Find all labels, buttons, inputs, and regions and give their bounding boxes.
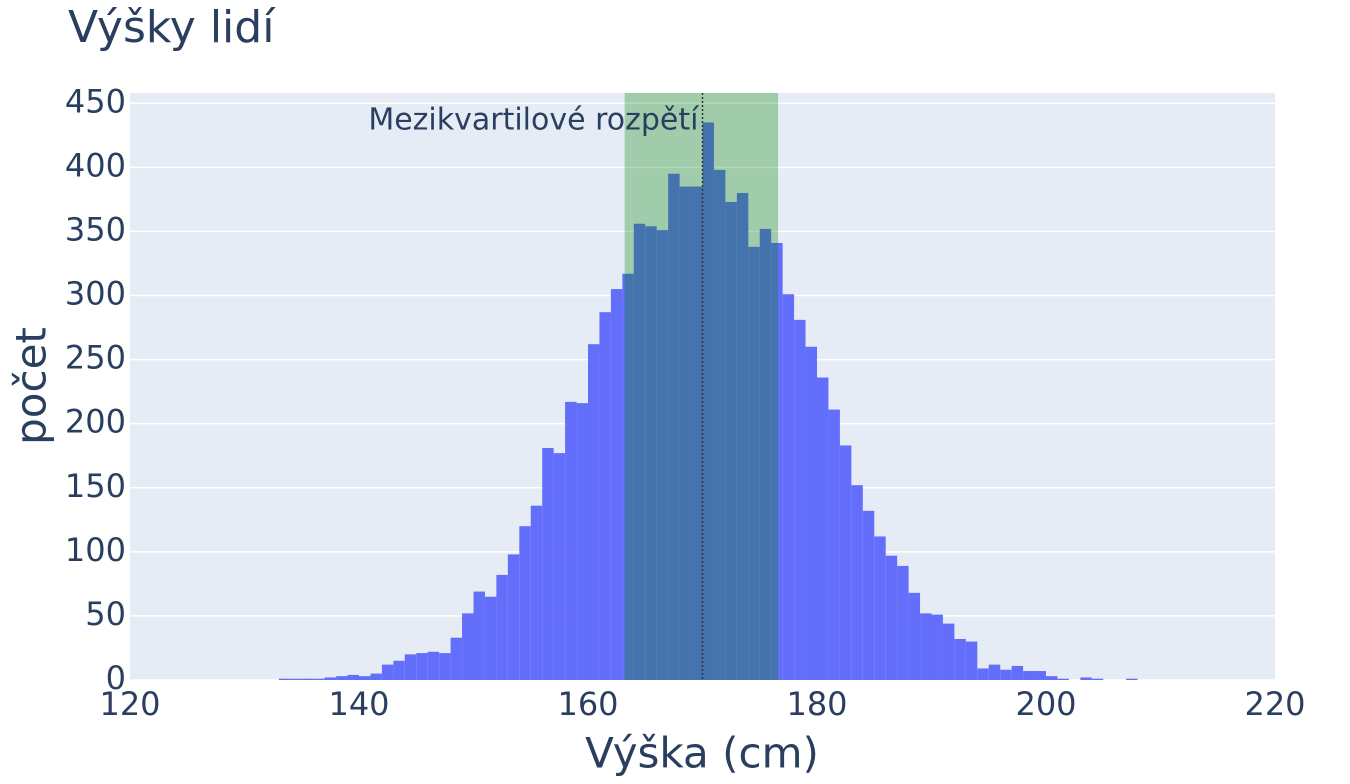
bar [427,651,440,680]
y-tick-label: 50 [85,595,126,633]
bar [313,678,325,680]
bar [839,445,852,680]
bar [782,294,795,680]
bar [702,122,714,681]
bar [920,613,932,680]
bar [851,485,863,680]
y-tick-label: 400 [65,146,126,184]
bar [347,674,359,680]
bar [1080,677,1092,680]
bar [359,676,371,680]
bar [324,677,337,680]
bar [862,510,875,680]
bar [725,201,737,681]
bar [290,678,302,680]
x-tick-label: 160 [557,685,618,723]
bar [736,192,749,681]
bar [1126,678,1138,680]
y-tick-label: 150 [65,467,126,505]
bar [1046,676,1058,680]
bar [1057,678,1069,680]
bar [484,596,497,680]
y-tick-label: 300 [65,275,126,313]
bar [496,574,508,680]
bar [507,554,520,680]
bar [610,289,623,680]
y-tick-label: 350 [65,210,126,248]
bar [977,668,989,680]
bar [622,273,634,680]
bar [771,242,783,680]
x-tick-label: 200 [1015,685,1076,723]
bar [1034,671,1046,680]
bar [794,319,806,680]
bar [759,228,772,680]
bar [633,223,646,681]
bar [965,641,978,680]
bar [1011,665,1024,680]
bar [381,664,394,680]
bar [565,401,577,680]
y-tick-label: 200 [65,403,126,441]
bar [691,186,703,680]
bar [530,505,543,680]
bar [393,660,405,680]
bar [713,169,726,680]
iqr-label: Mezikvartilové rozpětí [368,103,700,138]
bar [599,312,611,680]
x-tick-label: 120 [99,685,160,723]
bar [885,555,898,680]
x-tick-label: 220 [1244,685,1305,723]
bar [805,346,817,680]
x-tick-label: 180 [786,685,847,723]
bar [519,526,531,680]
bar [1000,669,1012,680]
bar [542,448,554,680]
y-tick-label: 450 [65,82,126,120]
bar [679,186,692,680]
bar [336,676,348,680]
bar [450,637,463,680]
bar [473,591,485,680]
bar [462,613,474,680]
x-tick-label: 140 [328,685,389,723]
bar [828,409,840,680]
bar [942,623,955,680]
y-tick-label: 250 [65,339,126,377]
bar [817,377,829,680]
bar [278,678,291,680]
bar [668,173,680,680]
bar [301,678,314,680]
bar [404,654,417,680]
bar [988,664,1001,680]
chart-title: Výšky lidí [68,2,276,53]
bar [416,653,428,680]
bar [1091,678,1104,680]
bar [656,230,669,680]
bar [897,565,909,680]
bar [645,226,657,680]
bar [954,638,966,680]
y-tick-label: 100 [65,531,126,569]
bar [748,246,760,680]
overlay [624,93,779,680]
bars [278,122,1138,681]
bar [576,403,588,680]
bar [1023,671,1035,680]
bar [370,673,382,680]
iqr-band [624,93,779,680]
bar [931,614,943,680]
y-tick-label: 0 [106,659,126,697]
bar [908,592,921,680]
bar [588,344,600,680]
bar [553,453,566,680]
bar [439,653,451,680]
x-axis-title: Výška (cm) [585,729,819,778]
bar [874,536,886,680]
y-axis-title: počet [7,327,56,445]
